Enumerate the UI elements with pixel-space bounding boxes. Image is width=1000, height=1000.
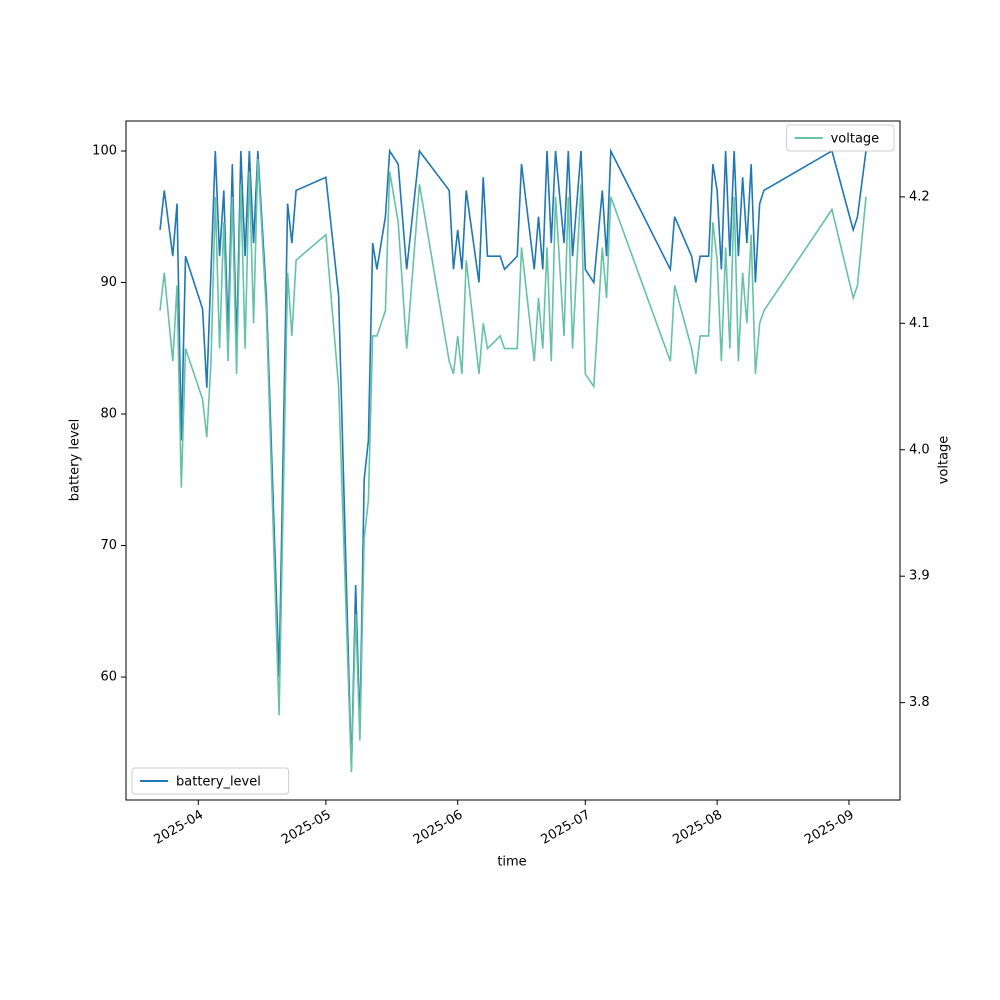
x-axis-label: time xyxy=(497,855,526,870)
legend-box xyxy=(786,124,895,152)
y2-tick-label: 3.8 xyxy=(909,695,930,710)
legend: battery_level xyxy=(131,767,290,795)
y-tick-label: 70 xyxy=(100,538,117,553)
x-tick-label: 2025-06 xyxy=(411,808,466,848)
legend-label: battery_level xyxy=(176,775,261,790)
x-tick-label: 2025-09 xyxy=(802,808,857,848)
plot-frame xyxy=(125,120,901,801)
legend-box xyxy=(131,767,290,795)
y2-tick-label: 4.0 xyxy=(909,442,930,457)
x-tick-label: 2025-05 xyxy=(279,808,334,848)
y2-tick-label: 3.9 xyxy=(909,569,930,584)
y-tick-label: 90 xyxy=(100,275,117,290)
line-series xyxy=(159,147,867,770)
x-tick-label: 2025-08 xyxy=(670,808,725,848)
y-tick-label: 100 xyxy=(92,143,117,158)
y-tick-label: 80 xyxy=(100,407,117,422)
x-tick-label: 2025-07 xyxy=(538,808,593,848)
legend-label: voltage xyxy=(831,132,880,147)
y-tick-label: 60 xyxy=(100,670,117,685)
y-axis-label: battery level xyxy=(68,419,83,502)
x-tick-label: 2025-04 xyxy=(151,808,206,848)
line-series xyxy=(159,158,867,773)
y2-axis-label: voltage xyxy=(937,436,952,485)
legend: voltage xyxy=(786,124,895,152)
y2-tick-label: 4.2 xyxy=(909,189,930,204)
y2-tick-label: 4.1 xyxy=(909,316,930,331)
